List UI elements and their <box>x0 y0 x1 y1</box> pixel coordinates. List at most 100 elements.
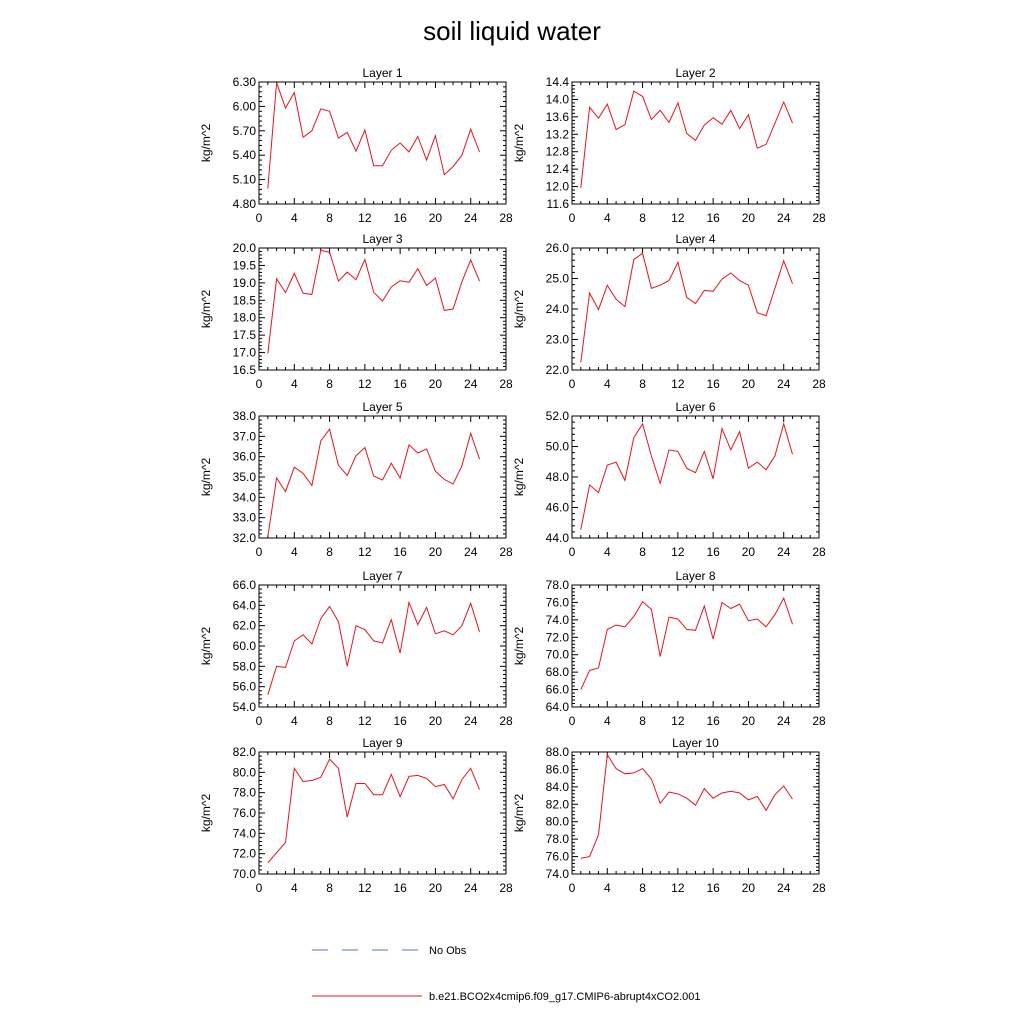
series-line <box>580 753 793 859</box>
x-tick-label: 20 <box>742 211 756 225</box>
x-tick-label: 28 <box>812 545 826 559</box>
y-tick-label: 60.0 <box>233 639 257 653</box>
panel-layer-2: Layer 2 0 4 8 12 16 20 24 28 11.6 12.0 12.4 12.8 13.2… <box>512 66 826 225</box>
panel-title: Layer 2 <box>675 66 715 80</box>
panel-title: Layer 1 <box>362 66 402 80</box>
y-tick-label: 23.0 <box>546 333 570 347</box>
y-tick-label: 14.4 <box>546 75 570 89</box>
x-tick-label: 8 <box>326 545 333 559</box>
x-tick-label: 8 <box>326 881 333 895</box>
y-tick-label: 34.0 <box>233 490 257 504</box>
y-tick-label: 5.40 <box>233 148 257 162</box>
legend: No Obs b.e21.BCO2x4cmip6.f09_g17.CMIP6-ab… <box>312 945 701 1003</box>
x-tick-label: 12 <box>358 377 372 391</box>
x-tick-label: 24 <box>777 714 791 728</box>
x-tick-label: 20 <box>742 377 756 391</box>
legend-label: No Obs <box>429 945 467 957</box>
y-tick-label: 17.5 <box>233 328 257 342</box>
x-tick-label: 28 <box>812 881 826 895</box>
y-tick-label: 19.0 <box>233 276 257 290</box>
panel-title: Layer 10 <box>672 736 719 750</box>
y-axis-label: kg/m^2 <box>512 124 526 163</box>
panel-layer-6: Layer 6 0 4 8 12 16 20 24 28 44.0 46.0 48.0 50.0 52.0… <box>512 400 826 559</box>
y-axis-label: kg/m^2 <box>199 124 213 163</box>
y-tick-label: 52.0 <box>546 409 570 423</box>
y-axis-label: kg/m^2 <box>199 794 213 833</box>
y-tick-label: 74.0 <box>546 867 570 881</box>
y-tick-label: 74.0 <box>233 826 257 840</box>
y-tick-label: 78.0 <box>233 786 257 800</box>
x-tick-label: 28 <box>499 545 513 559</box>
panel-layer-4: Layer 4 0 4 8 12 16 20 24 28 22.0 23.0 24.0 25.0 26.0… <box>512 232 826 391</box>
x-tick-label: 8 <box>326 377 333 391</box>
panels: Layer 10 4 8 12 16 20 24 284.805.105.405.706.00… <box>199 66 826 895</box>
x-tick-label: 28 <box>812 377 826 391</box>
y-axis-label: kg/m^2 <box>512 627 526 666</box>
y-tick-label: 66.0 <box>233 578 257 592</box>
y-tick-label: 82.0 <box>546 797 570 811</box>
y-tick-label: 38.0 <box>233 409 257 423</box>
x-tick-label: 24 <box>777 881 791 895</box>
y-tick-label: 54.0 <box>233 700 257 714</box>
y-tick-label: 12.4 <box>546 162 570 176</box>
x-tick-label: 4 <box>604 714 611 728</box>
y-tick-label: 16.5 <box>233 363 257 377</box>
y-tick-label: 36.0 <box>233 450 257 464</box>
y-tick-label: 14.0 <box>546 92 570 106</box>
y-tick-label: 84.0 <box>546 780 570 794</box>
x-tick-label: 0 <box>569 545 576 559</box>
x-tick-label: 24 <box>464 881 478 895</box>
x-tick-label: 16 <box>706 545 720 559</box>
x-tick-label: 16 <box>706 881 720 895</box>
y-tick-label: 76.0 <box>546 595 570 609</box>
x-tick-label: 28 <box>499 881 513 895</box>
y-tick-label: 13.6 <box>546 110 570 124</box>
y-tick-label: 13.2 <box>546 127 570 141</box>
x-tick-label: 20 <box>429 881 443 895</box>
y-tick-label: 50.0 <box>546 440 570 454</box>
x-tick-label: 20 <box>429 377 443 391</box>
y-tick-label: 48.0 <box>546 470 570 484</box>
x-tick-label: 4 <box>604 881 611 895</box>
y-tick-label: 80.0 <box>233 765 257 779</box>
y-tick-label: 76.0 <box>233 806 257 820</box>
x-tick-label: 20 <box>742 714 756 728</box>
x-tick-label: 20 <box>429 545 443 559</box>
x-tick-label: 12 <box>671 545 685 559</box>
x-tick-label: 0 <box>569 211 576 225</box>
series-line <box>267 82 480 189</box>
y-tick-label: 46.0 <box>546 501 570 515</box>
x-tick-label: 12 <box>358 211 372 225</box>
x-tick-label: 4 <box>291 881 298 895</box>
x-tick-label: 4 <box>291 211 298 225</box>
x-tick-label: 8 <box>639 211 646 225</box>
x-tick-label: 0 <box>256 714 263 728</box>
x-tick-label: 16 <box>706 714 720 728</box>
y-tick-label: 80.0 <box>546 815 570 829</box>
plot-frame <box>258 247 507 371</box>
y-tick-label: 56.0 <box>233 680 257 694</box>
x-tick-label: 24 <box>464 211 478 225</box>
panel-layer-10: Layer 10 0 4 8 12 16 20 24 28 74.0 76.0 78.0 80.0 82.… <box>512 736 826 895</box>
y-tick-label: 76.0 <box>546 850 570 864</box>
x-tick-label: 16 <box>393 377 407 391</box>
x-tick-label: 20 <box>742 545 756 559</box>
x-tick-label: 8 <box>326 211 333 225</box>
series-line <box>580 252 793 363</box>
y-tick-label: 78.0 <box>546 578 570 592</box>
y-tick-label: 33.0 <box>233 511 257 525</box>
x-tick-label: 24 <box>464 545 478 559</box>
plot-frame <box>571 584 820 708</box>
x-tick-label: 16 <box>706 377 720 391</box>
y-tick-label: 12.8 <box>546 145 570 159</box>
y-tick-label: 25.0 <box>546 272 570 286</box>
y-tick-label: 19.5 <box>233 258 257 272</box>
y-tick-label: 22.0 <box>546 363 570 377</box>
y-tick-label: 58.0 <box>233 659 257 673</box>
y-tick-label: 64.0 <box>546 700 570 714</box>
series-line <box>267 428 480 538</box>
plot-frame <box>571 81 820 205</box>
x-tick-label: 12 <box>358 714 372 728</box>
x-tick-label: 8 <box>326 714 333 728</box>
y-tick-label: 17.0 <box>233 346 257 360</box>
